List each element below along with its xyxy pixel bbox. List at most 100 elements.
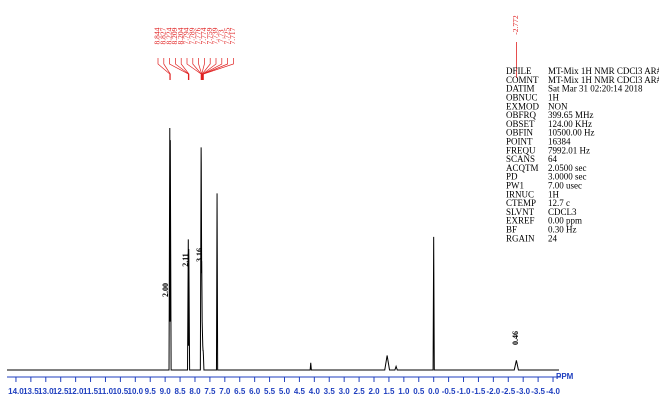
x-tick-label: 3.5 — [324, 387, 336, 396]
x-tick-label: -0.5 — [442, 387, 456, 396]
param-value: 1H — [548, 189, 560, 199]
peak-label: 7.739 — [211, 27, 220, 44]
x-tick-label: 14.0 — [8, 387, 24, 396]
x-tick-label: 9.0 — [160, 387, 172, 396]
param-key: IRNUC — [506, 189, 534, 199]
x-tick-label: 8.5 — [174, 387, 186, 396]
peak-connector — [192, 58, 202, 80]
param-key: BF — [506, 224, 517, 234]
param-key: SCANS — [506, 154, 535, 164]
x-tick-label: 0.0 — [428, 387, 440, 396]
peak-label: 8.209 — [170, 27, 179, 44]
param-value: 2.0500 sec — [548, 163, 587, 173]
param-value: 64 — [548, 154, 558, 164]
peak-label: 8.224 — [164, 27, 173, 44]
integral-label: 0.46 — [511, 331, 520, 345]
param-value: MT-Mix 1H NMR CDCl3 AR#015 — [548, 66, 659, 76]
x-tick-label: -2.5 — [501, 387, 515, 396]
param-value: 0.30 Hz — [548, 224, 577, 234]
param-value: 7992.01 Hz — [548, 145, 590, 155]
param-value: 124.00 KHz — [548, 119, 592, 129]
peak-label: 8.204 — [176, 27, 185, 44]
param-key: OBFRQ — [506, 110, 537, 120]
x-tick-label: -4.0 — [546, 387, 560, 396]
peak-connector — [202, 58, 228, 80]
param-key: DFILE — [506, 66, 532, 76]
peak-connector — [157, 58, 171, 80]
x-tick-label: 6.0 — [249, 387, 261, 396]
peak-label: 7.774 — [199, 27, 208, 44]
param-key: CTEMP — [506, 198, 536, 208]
x-tick-label: -3.0 — [516, 387, 530, 396]
param-key: PD — [506, 172, 518, 182]
param-key: PW1 — [506, 180, 524, 190]
x-tick-label: 2.0 — [368, 387, 380, 396]
x-tick-label: 12.5 — [53, 387, 69, 396]
x-tick-label: 6.5 — [234, 387, 246, 396]
peak-label: 8.844 — [153, 27, 162, 44]
param-value: 3.0000 sec — [548, 172, 587, 182]
peak-connector — [201, 58, 205, 80]
x-tick-label: 12.0 — [68, 387, 84, 396]
param-key: OBSET — [506, 119, 535, 129]
param-value: MT-Mix 1H NMR CDCl3 AR#015 — [548, 75, 659, 85]
x-tick-label: 11.0 — [98, 387, 114, 396]
param-value: 10500.00 Hz — [548, 128, 595, 138]
param-key: FREQU — [506, 145, 536, 155]
param-value: 1H — [548, 92, 560, 102]
x-tick-label: 13.0 — [38, 387, 54, 396]
peak-connector — [201, 58, 211, 80]
param-key: ACQTM — [506, 163, 539, 173]
x-tick-label: 10.5 — [113, 387, 129, 396]
x-tick-label: 0.5 — [413, 387, 425, 396]
x-tick-label: 7.0 — [219, 387, 231, 396]
peak-label: 7.794 — [182, 27, 191, 44]
x-tick-label: 13.5 — [23, 387, 39, 396]
param-value: 12.7 c — [548, 198, 570, 208]
param-value: 0.00 ppm — [548, 216, 582, 226]
param-key: SLVNT — [506, 207, 535, 217]
x-tick-label: -2.0 — [486, 387, 500, 396]
x-tick-label: 3.0 — [339, 387, 351, 396]
param-value: 7.00 usec — [548, 180, 582, 190]
x-tick-label: 11.5 — [83, 387, 99, 396]
peak-label: 7.725 — [222, 27, 231, 44]
param-value: 16384 — [548, 136, 571, 146]
integral-label: 2.00 — [161, 283, 170, 297]
integral-label: 2.11 — [181, 253, 190, 267]
peak-label: 7.776 — [193, 27, 202, 44]
param-key: OBFIN — [506, 128, 534, 138]
param-key: RGAIN — [506, 233, 535, 243]
peak-label: 7.73 — [217, 29, 226, 42]
param-key: EXREF — [506, 216, 535, 226]
peak-label: 7.717 — [228, 27, 237, 44]
x-tick-label: 10.0 — [128, 387, 144, 396]
x-tick-label: 7.5 — [204, 387, 216, 396]
x-tick-label: 8.0 — [189, 387, 201, 396]
x-tick-label: 5.0 — [279, 387, 291, 396]
spectrum — [7, 127, 559, 371]
x-axis-label: PPM — [556, 372, 574, 381]
param-key: POINT — [506, 136, 533, 146]
param-value: Sat Mar 31 02:20:14 2018 — [548, 84, 643, 94]
x-tick-label: 1.0 — [398, 387, 410, 396]
peak-label: 8.827 — [159, 27, 168, 44]
peak-connector — [180, 58, 190, 80]
x-tick-label: 5.5 — [264, 387, 276, 396]
peak-connector — [202, 58, 217, 80]
x-tick-label: -1.0 — [457, 387, 471, 396]
x-tick-label: 1.5 — [383, 387, 395, 396]
x-tick-label: -1.5 — [472, 387, 486, 396]
peak-connector — [163, 58, 171, 80]
peak-connector — [169, 58, 189, 80]
peak-label: 7.789 — [188, 27, 197, 44]
param-value: 24 — [548, 233, 558, 243]
peak-label: 7.759 — [205, 27, 214, 44]
peak-label: -2.772 — [511, 15, 520, 35]
x-tick-label: 4.5 — [294, 387, 306, 396]
x-tick-label: 4.0 — [309, 387, 321, 396]
param-value: NON — [548, 101, 568, 111]
param-value: 399.65 MHz — [548, 110, 594, 120]
